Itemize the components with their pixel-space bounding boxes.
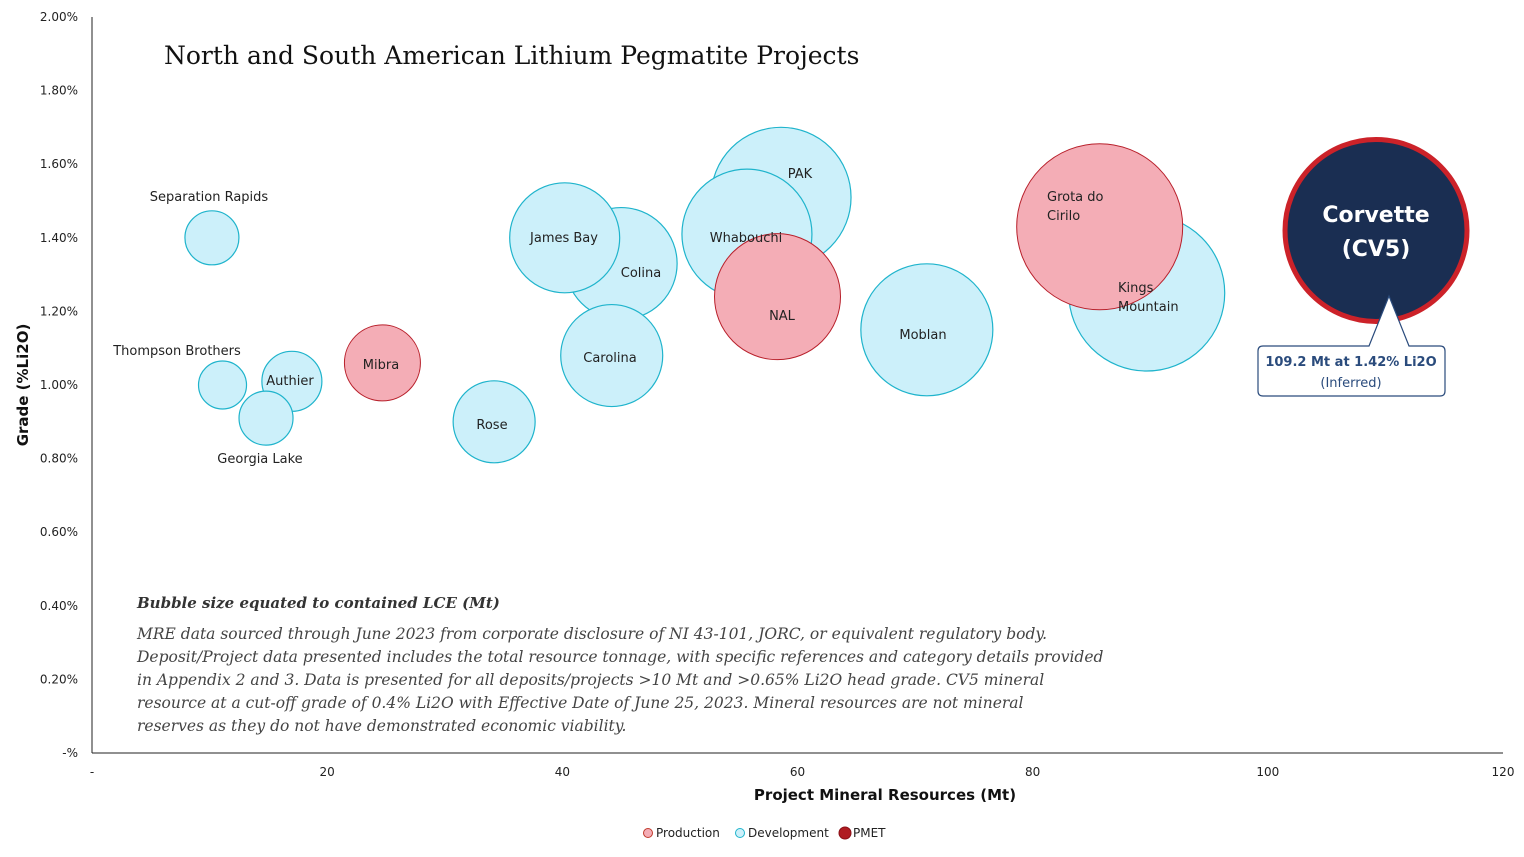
annotation-note: Bubble size equated to contained LCE (Mt…: [136, 594, 1104, 735]
bubble-carolina: [560, 303, 664, 408]
callout-line1: 109.2 Mt at 1.42% Li2O: [1265, 355, 1436, 370]
label-colina: Colina: [621, 266, 661, 281]
y-tick-label: 1.20%: [40, 304, 78, 318]
callout-line2: (Inferred): [1320, 376, 1381, 391]
x-tick-label: 120: [1492, 765, 1515, 779]
label-pak: PAK: [788, 167, 813, 182]
label-georgia-lake: Georgia Lake: [217, 452, 302, 467]
label-moblan: Moblan: [899, 328, 946, 343]
bubble-corvette-cv5: [1282, 136, 1470, 324]
label-mibra: Mibra: [363, 358, 399, 373]
y-tick-label: 1.40%: [40, 231, 78, 245]
bubble-thompson-brothers: [197, 360, 248, 410]
note-line-2: Deposit/Project data presented includes …: [136, 648, 1104, 666]
chart-title: North and South American Lithium Pegmati…: [164, 41, 859, 70]
y-tick-label: 1.80%: [40, 84, 78, 98]
label-corvette-line2: (CV5): [1342, 237, 1411, 262]
bubble-grota-do-cirilo: [1016, 143, 1184, 311]
label-authier: Authier: [266, 374, 314, 389]
y-tick-label: -%: [62, 746, 78, 760]
label-grota-do-cirilo-line1: Grota do: [1047, 190, 1104, 205]
y-tick-label: 1.60%: [40, 157, 78, 171]
bubble-moblan: [860, 263, 994, 397]
label-whabouchi: Whabouchi: [710, 231, 783, 246]
legend-marker-development: [735, 828, 745, 838]
label-carolina: Carolina: [583, 351, 637, 366]
label-rose: Rose: [476, 418, 507, 433]
y-tick-label: 1.00%: [40, 378, 78, 392]
legend-marker-production: [643, 828, 653, 838]
axes: [91, 17, 1503, 754]
bubble-james-bay: [509, 182, 621, 294]
callout-box: [1257, 294, 1446, 397]
y-tick-label: 0.20%: [40, 672, 78, 686]
label-corvette-line1: Corvette: [1322, 203, 1429, 228]
legend-label-pmet: PMET: [853, 826, 886, 840]
label-nal: NAL: [769, 309, 796, 324]
y-tick-label: 0.60%: [40, 525, 78, 539]
label-grota-do-cirilo-line2: Cirilo: [1047, 209, 1080, 224]
y-tick-label: 2.00%: [40, 10, 78, 24]
note-line-3: in Appendix 2 and 3. Data is presented f…: [137, 671, 1044, 689]
label-james-bay: James Bay: [529, 231, 598, 246]
y-tick-label: 0.40%: [40, 599, 78, 613]
label-separation-rapids: Separation Rapids: [150, 190, 269, 205]
x-tick-label: 40: [555, 765, 570, 779]
bubble-nal: [714, 233, 842, 361]
legend-label-production: Production: [656, 826, 720, 840]
x-tick-label: 20: [320, 765, 335, 779]
x-axis-title: Project Mineral Resources (Mt): [754, 786, 1016, 804]
bubble-labels: Separation Rapids Thompson Brothers Auth…: [112, 167, 1429, 467]
y-tick-labels: -% 0.20% 0.40% 0.60% 0.80% 1.00% 1.20% 1.40% 1.6…: [40, 10, 78, 760]
x-tick-label: 100: [1256, 765, 1279, 779]
bubbles: [184, 126, 1470, 464]
note-line-5: reserves as they do not have demonstrate…: [137, 717, 626, 735]
label-kings-mountain-line1: Kings: [1118, 281, 1154, 296]
y-axis-title: Grade (%Li2O): [14, 324, 32, 447]
x-tick-labels: - 20 40 60 80 100 120: [90, 765, 1515, 779]
legend-label-development: Development: [748, 826, 829, 840]
x-tick-label: -: [90, 765, 94, 779]
bubble-separation-rapids: [184, 210, 240, 266]
label-kings-mountain-line2: Mountain: [1118, 300, 1179, 315]
note-line-4: resource at a cut-off grade of 0.4% Li2O…: [137, 694, 1024, 712]
legend-marker-pmet: [838, 826, 852, 840]
legend: Production Development PMET: [643, 826, 886, 840]
x-tick-label: 80: [1025, 765, 1040, 779]
corvette-callout: 109.2 Mt at 1.42% Li2O (Inferred): [1257, 294, 1446, 397]
bubble-georgia-lake: [238, 390, 294, 446]
bubble-rose: [452, 380, 536, 464]
note-heading: Bubble size equated to contained LCE (Mt…: [136, 594, 500, 612]
y-tick-label: 0.80%: [40, 452, 78, 466]
bubble-mibra: [343, 324, 421, 402]
note-line-1: MRE data sourced through June 2023 from …: [136, 625, 1047, 643]
label-thompson-brothers: Thompson Brothers: [112, 344, 241, 359]
x-tick-label: 60: [790, 765, 805, 779]
